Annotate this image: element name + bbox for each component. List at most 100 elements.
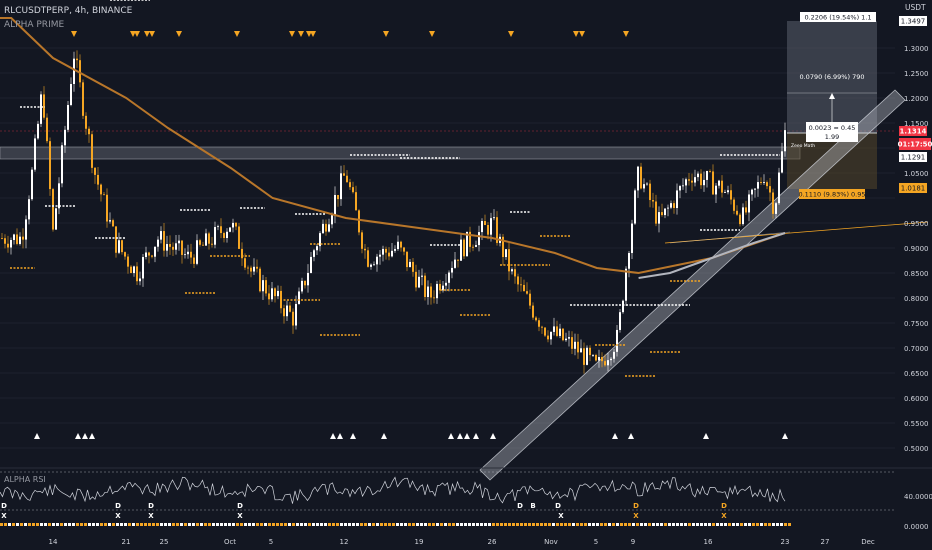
rsi-bar-cell — [492, 523, 495, 526]
symbol-line[interactable]: RLCUSDTPERP, 4h, BINANCE — [4, 6, 133, 16]
time-tick: 27 — [821, 538, 830, 546]
candle-body — [529, 293, 531, 306]
buy-triangle — [612, 433, 618, 439]
second-average-line — [638, 232, 786, 279]
rsi-bar-cell — [680, 523, 683, 526]
candle-body — [688, 179, 690, 181]
rsi-bar-cell — [404, 523, 407, 526]
rsi-bar-cell — [508, 523, 511, 526]
rsi-bar-cell — [312, 523, 315, 526]
candle-body — [682, 185, 684, 187]
rsi-bar-cell — [708, 523, 711, 526]
rsi-bar-cell — [576, 523, 579, 526]
candle-body — [772, 192, 774, 214]
rsi-marker-X: X — [237, 512, 243, 520]
rsi-bar-cell — [736, 523, 739, 526]
target-price-tag: 1.3497 — [899, 16, 927, 26]
candle-body — [355, 192, 357, 211]
candle-body — [544, 327, 546, 336]
candle-body — [424, 275, 426, 297]
candle-body — [535, 317, 537, 321]
rsi-bar-cell — [184, 523, 187, 526]
candle-body — [532, 305, 534, 318]
rsi-bar-cell — [28, 523, 31, 526]
candle-body — [598, 357, 600, 361]
sub-panel-label[interactable]: ALPHA RSI — [4, 475, 46, 484]
rsi-bar-cell — [368, 523, 371, 526]
sell-arrow — [383, 31, 389, 37]
rsi-bar-cell — [200, 523, 203, 526]
rsi-bar-cell — [288, 523, 291, 526]
rsi-bar-cell — [656, 523, 659, 526]
countdown-text: 01:17:50 — [898, 141, 932, 149]
candle-body — [676, 190, 678, 209]
price-axis[interactable]: 1.3000 1.2500 1.2000 1.1500 1.0500 0.9500 0.90… — [904, 45, 929, 453]
candle-body — [634, 190, 636, 224]
rsi-bar-cell — [124, 523, 127, 526]
buy-triangle — [89, 433, 95, 439]
price-tick: 0.5500 — [904, 420, 929, 428]
candle-body — [31, 169, 33, 200]
rsi-bar-cell — [640, 523, 643, 526]
candle-body — [667, 207, 669, 209]
candle-body — [631, 223, 633, 254]
candle-body — [283, 308, 285, 317]
rsi-marker-X: X — [558, 512, 564, 520]
sell-arrow — [508, 31, 514, 37]
candle-body — [700, 173, 702, 186]
rsi-bar-cell — [120, 523, 123, 526]
candle-body — [274, 288, 276, 297]
buy-triangle — [75, 433, 81, 439]
position-bottom-label: 0.1110 (9.83%) 0.95 — [798, 191, 865, 199]
rsi-marker-D: D — [555, 502, 561, 510]
candle-body — [514, 269, 516, 277]
candle-body — [235, 222, 237, 227]
candle-body — [775, 203, 777, 214]
candle-body — [160, 231, 162, 240]
candle-body — [742, 207, 744, 225]
rsi-bar-cell — [248, 523, 251, 526]
candle-body — [730, 190, 732, 200]
candle-body — [307, 272, 309, 286]
position-loss-zone — [787, 133, 877, 189]
candle-body — [457, 259, 459, 261]
rsi-bar-cell — [348, 523, 351, 526]
candle-body — [421, 275, 423, 277]
candle-body — [487, 225, 489, 235]
rsi-marker-D: D — [633, 502, 639, 510]
candle-body — [427, 286, 429, 297]
time-tick: 14 — [49, 538, 58, 546]
candle-body — [433, 297, 435, 299]
candle-body — [610, 358, 612, 361]
rsi-bar-cell — [352, 523, 355, 526]
time-axis[interactable]: 14 21 25 Oct 5 12 19 26 Nov 5 9 16 23 27 Dec — [49, 538, 875, 546]
candle-body — [184, 254, 186, 256]
rsi-bar-cell — [728, 523, 731, 526]
rsi-bar-cell — [148, 523, 151, 526]
stop-price-text: 1.0181 — [901, 185, 926, 193]
rsi-bar-cell — [464, 523, 467, 526]
rsi-bar-cell — [536, 523, 539, 526]
candle-body — [505, 249, 507, 258]
candle-body — [616, 329, 618, 352]
candle-body — [781, 151, 783, 173]
rsi-bar-cell — [180, 523, 183, 526]
indicator-name[interactable]: ALPHA PRIME — [4, 20, 65, 30]
rsi-bar-cell — [440, 523, 443, 526]
rsi-bar-cell — [660, 523, 663, 526]
candle-body — [406, 251, 408, 268]
rsi-bar-cell — [400, 523, 403, 526]
rsi-marker-X: X — [148, 512, 154, 520]
rsi-bar-cell — [780, 523, 783, 526]
rsi-bar-cell — [24, 523, 27, 526]
rsi-bar-cell — [32, 523, 35, 526]
rsi-marker-X: X — [115, 512, 121, 520]
candle-body — [4, 238, 6, 244]
rsi-bar-cell — [580, 523, 583, 526]
rsi-bar-cell — [240, 523, 243, 526]
rsi-bar-cell — [676, 523, 679, 526]
candle-body — [466, 231, 468, 257]
candle-body — [637, 166, 639, 191]
candle-body — [745, 207, 747, 213]
